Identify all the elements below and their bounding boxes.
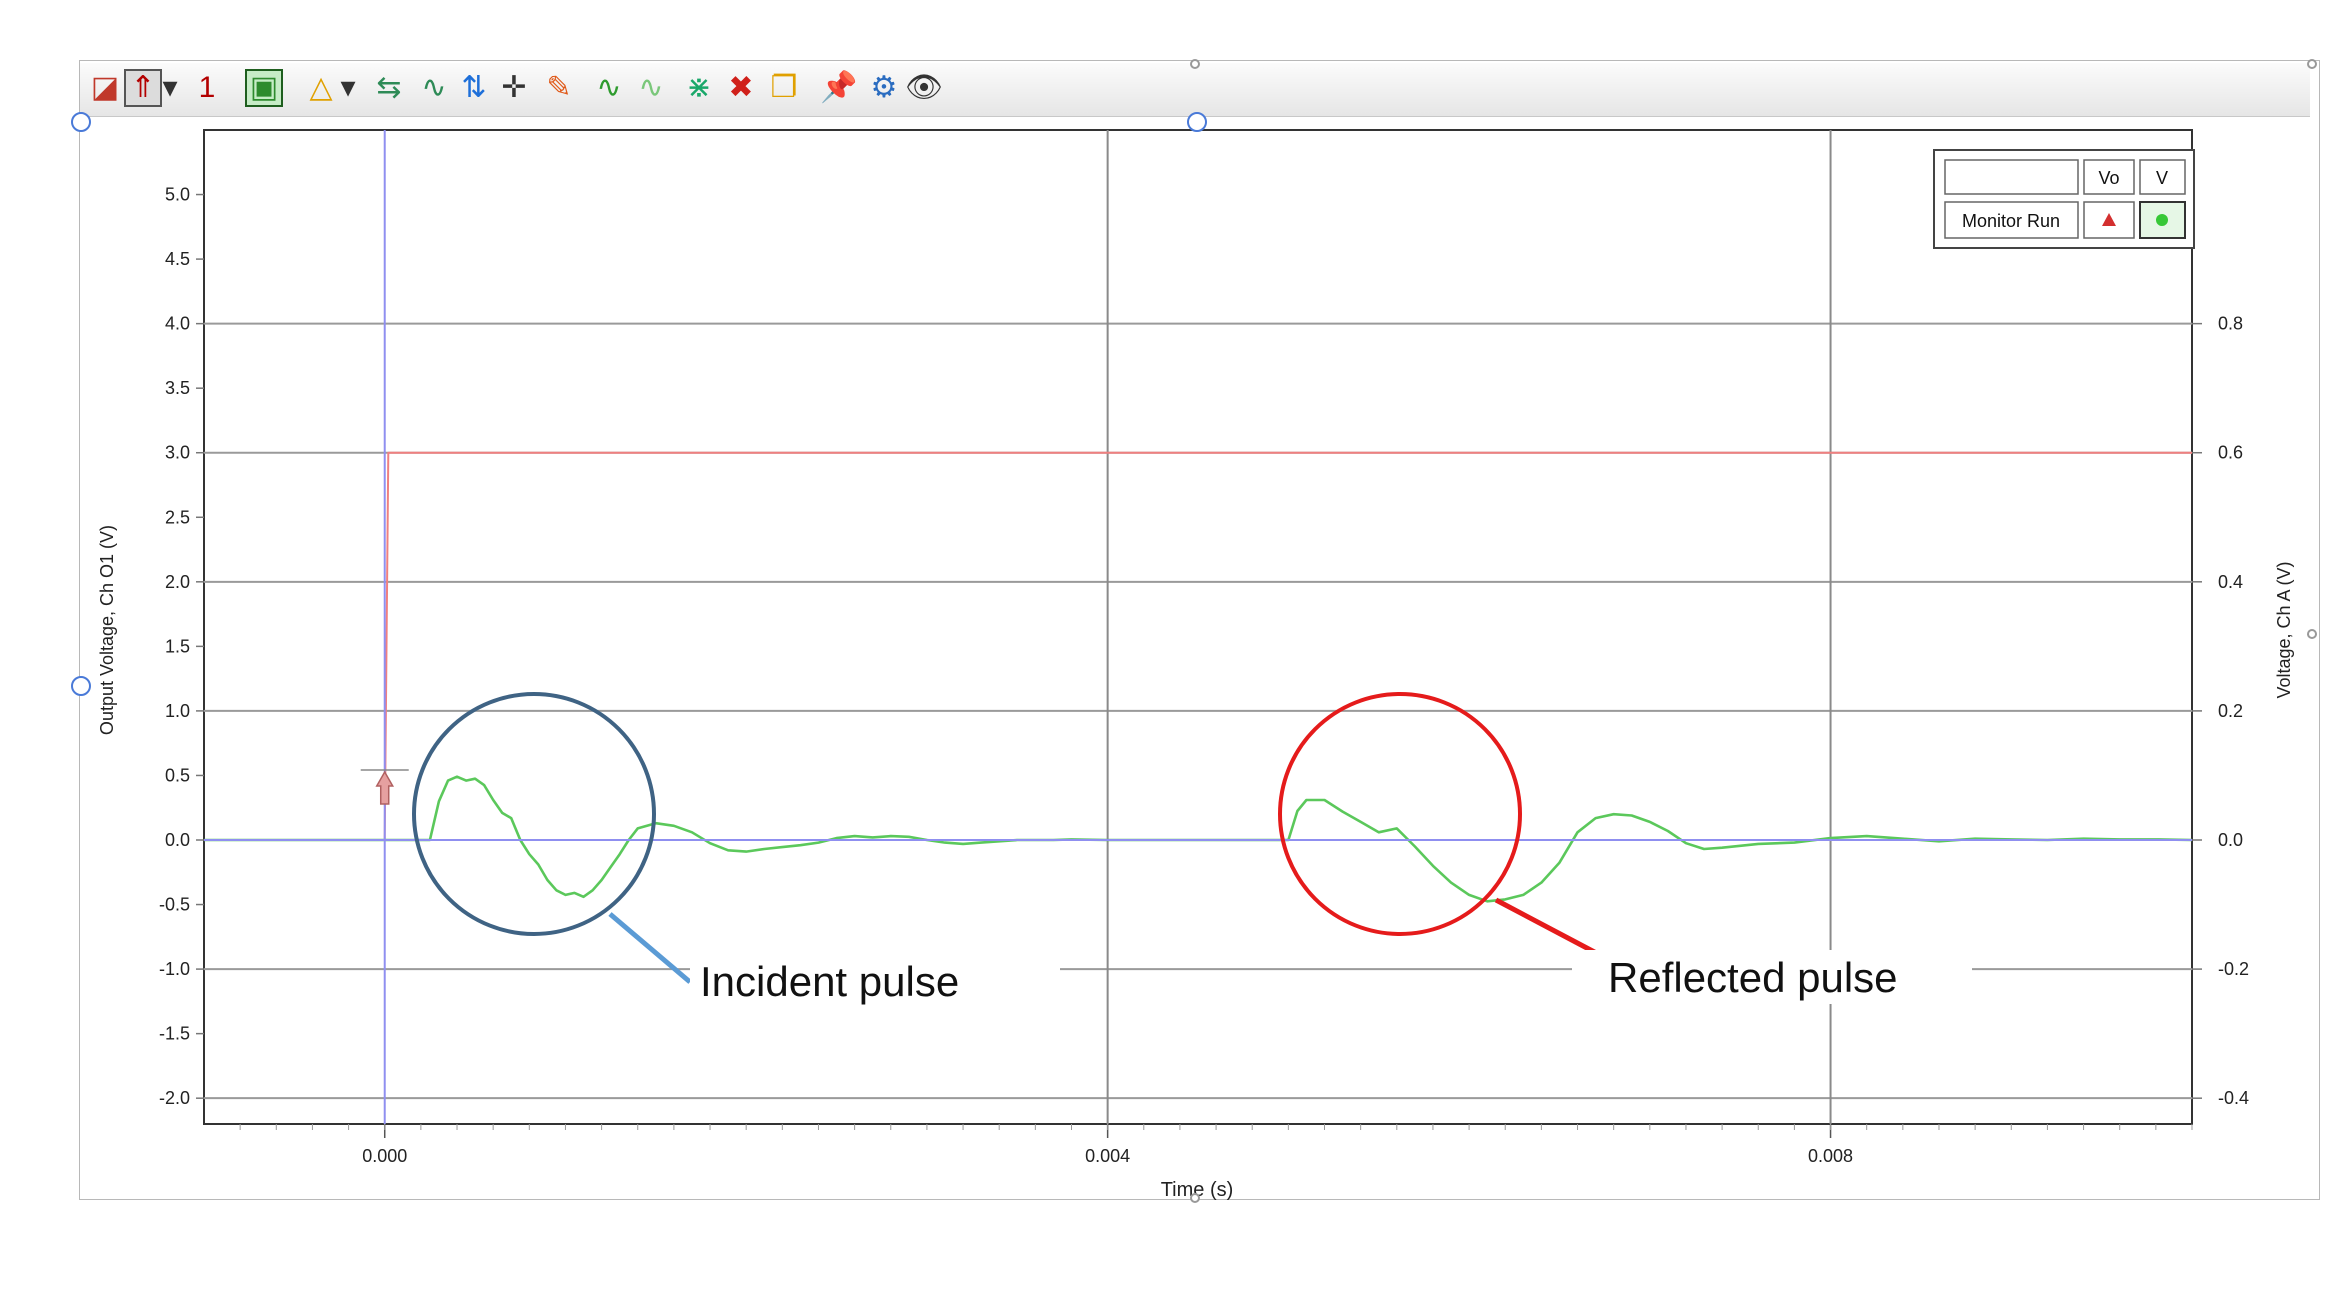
selection-handle[interactable]: [71, 112, 91, 132]
y-right-tick-label: 0.0: [2218, 830, 2243, 850]
selection-handle[interactable]: [1187, 112, 1207, 132]
y-left-tick-label: 0.5: [165, 765, 190, 785]
selection-handle[interactable]: [2307, 629, 2317, 639]
pin-icon[interactable]: 📌: [820, 71, 858, 104]
crosshair-icon[interactable]: ✛: [501, 71, 527, 104]
y-left-tick-label: -2.0: [159, 1088, 190, 1108]
y-left-axis-label: Output Voltage, Ch O1 (V): [97, 525, 117, 735]
view-eye-icon[interactable]: 👁: [904, 71, 944, 104]
settings-gear-icon[interactable]: ⚙: [870, 71, 898, 104]
y-left-tick-label: 2.5: [165, 507, 190, 527]
y-right-tick-label: -0.4: [2218, 1088, 2249, 1108]
x-tick-label: 0.008: [1808, 1146, 1853, 1166]
y-left-tick-label: -0.5: [159, 895, 190, 915]
legend-col2-label: V: [2156, 168, 2168, 188]
incident-label-bg: [690, 956, 1060, 1010]
y-left-tick-label: 3.5: [165, 378, 190, 398]
y-left-tick-label: 4.5: [165, 249, 190, 269]
smooth-icon[interactable]: ∿: [638, 71, 664, 104]
edit-data-icon[interactable]: ◪: [90, 71, 120, 104]
incident-callout-line: [608, 912, 692, 984]
y-left-tick-label: 4.0: [165, 314, 190, 334]
scale-y-icon[interactable]: ∿: [421, 71, 447, 104]
legend-col1-label: Vo: [2098, 168, 2119, 188]
y-left-tick-label: 2.0: [165, 572, 190, 592]
y-right-tick-label: 0.6: [2218, 443, 2243, 463]
v-circle-marker-icon: [2156, 214, 2168, 226]
legend-col1-cell: [2083, 159, 2135, 195]
selection-handle[interactable]: [1190, 59, 1200, 69]
y-right-tick-label: -0.2: [2218, 959, 2249, 979]
y-left-tick-label: 3.0: [165, 443, 190, 463]
y-right-tick-label: 0.4: [2218, 572, 2243, 592]
copy-graph-icon[interactable]: ❐: [770, 71, 798, 104]
scale-both-icon[interactable]: ⇅: [461, 71, 487, 104]
reflected-pulse-circle: [1278, 692, 1522, 936]
graph-options-icon[interactable]: ▣: [245, 69, 283, 107]
curve-fit-icon[interactable]: ∿: [596, 71, 622, 104]
y-right-tick-label: 0.8: [2218, 314, 2243, 334]
incident-pulse-circle: [412, 692, 656, 936]
scale-x-icon[interactable]: ⇆: [376, 71, 402, 104]
y-left-tick-label: -1.5: [159, 1024, 190, 1044]
y-left-tick-label: -1.0: [159, 959, 190, 979]
x-tick-label: 0.004: [1085, 1146, 1130, 1166]
y-right-tick-label: 0.2: [2218, 701, 2243, 721]
trigger-arrow-icon[interactable]: [375, 770, 395, 805]
legend-col2-cell: [2139, 159, 2186, 195]
x-axis-label: Time (s): [1161, 1179, 1234, 1201]
selection-handle[interactable]: [2307, 59, 2317, 69]
draw-prediction-icon[interactable]: ✎: [546, 71, 572, 104]
vo-triangle-marker-icon: [2102, 213, 2116, 226]
y-right-axis-label: Voltage, Ch A (V): [2274, 561, 2294, 698]
select-run-icon[interactable]: ⇑: [124, 69, 162, 107]
legend-row-label: Monitor Run: [1962, 211, 2060, 231]
y-left-tick-label: 1.5: [165, 636, 190, 656]
y-left-tick-label: 1.0: [165, 701, 190, 721]
selection-handle[interactable]: [71, 676, 91, 696]
reflected-label-bg: [1572, 950, 1972, 1004]
single-run-icon[interactable]: 1: [198, 71, 216, 104]
legend-header-blank: [1944, 159, 2079, 195]
highlight-dropdown-icon[interactable]: ▾: [340, 71, 356, 104]
y-left-tick-label: 5.0: [165, 185, 190, 205]
select-run-dropdown-icon[interactable]: ▾: [162, 71, 178, 104]
reflected-callout-line: [1494, 897, 1604, 959]
selection-handle[interactable]: [1190, 1193, 1200, 1203]
y-left-tick-label: 0.0: [165, 830, 190, 850]
delete-icon[interactable]: ✖: [728, 71, 754, 104]
incident-pulse-label: Incident pulse: [700, 958, 959, 1005]
highlight-icon[interactable]: △: [309, 71, 333, 104]
reflected-pulse-label: Reflected pulse: [1608, 954, 1898, 1001]
legend-row-cell: [1944, 201, 2079, 239]
x-tick-label: 0.000: [362, 1146, 407, 1166]
tangent-icon[interactable]: ⋇: [686, 71, 712, 104]
